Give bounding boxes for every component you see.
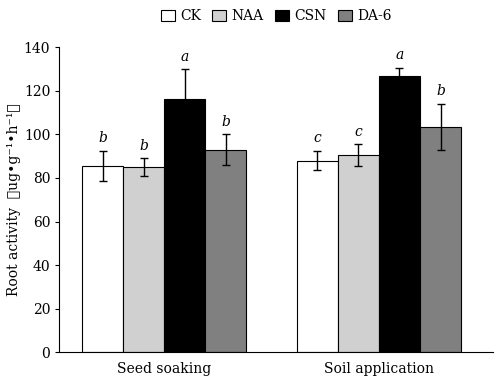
Bar [123,167,164,352]
Bar [338,155,379,352]
Y-axis label: Root activity  （ug•g⁻¹•h⁻¹）: Root activity （ug•g⁻¹•h⁻¹） [7,103,21,296]
Text: c: c [354,125,362,139]
Text: b: b [98,131,107,145]
Legend: CK, NAA, CSN, DA-6: CK, NAA, CSN, DA-6 [156,5,396,28]
Bar [206,150,246,352]
Bar [420,127,461,352]
Text: c: c [314,131,321,145]
Bar [379,75,420,352]
Bar [296,160,338,352]
Text: a: a [180,49,189,64]
Text: b: b [222,115,230,129]
Text: b: b [436,84,445,98]
Bar [164,100,205,352]
Text: b: b [140,139,148,153]
Bar [82,166,123,352]
Text: a: a [396,48,404,62]
